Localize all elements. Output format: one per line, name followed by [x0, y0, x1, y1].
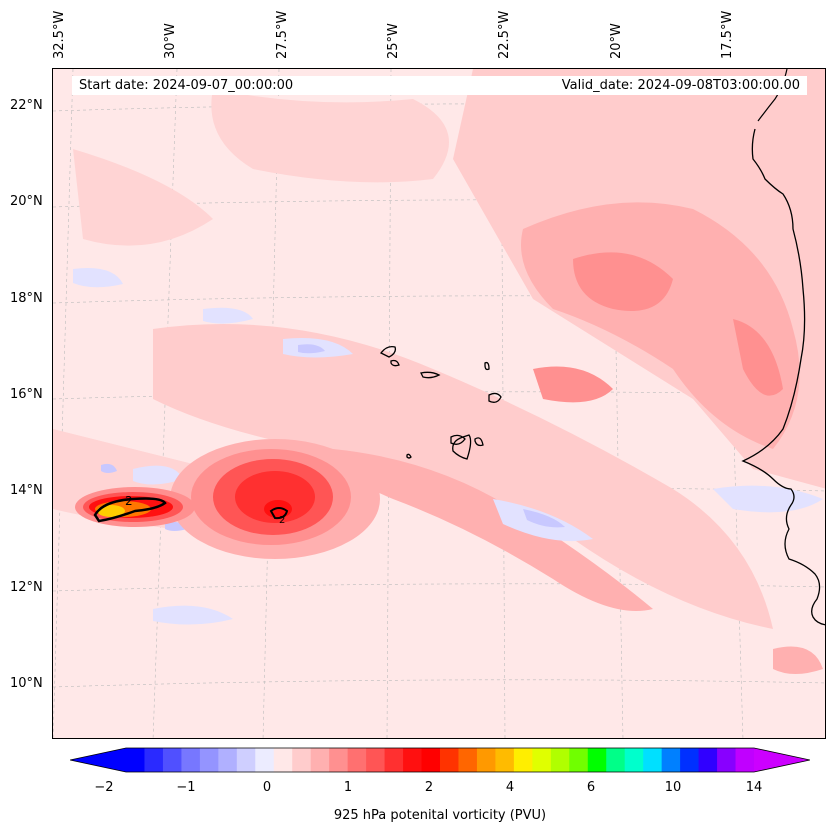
- colorbar-cell: [273, 748, 293, 772]
- info-box: [72, 76, 807, 95]
- colorbar-cell: [532, 748, 552, 772]
- valid-date: Valid_date: 2024-09-08T03:00:00.00: [561, 78, 800, 93]
- lat-label: 20°N: [10, 194, 43, 209]
- colorbar-cell: [366, 748, 386, 772]
- colorbar-cell: [236, 748, 256, 772]
- contour-label: 2: [279, 515, 285, 526]
- vortex-west: [75, 487, 195, 527]
- colorbar-cell: [440, 748, 459, 772]
- colorbar-cell: [218, 748, 238, 772]
- colorbar-cell: [680, 748, 700, 772]
- colorbar-cell: [717, 748, 737, 772]
- colorbar-tick: 4: [505, 780, 515, 795]
- colorbar-cell: [255, 748, 275, 772]
- colorbar-cell: [569, 748, 589, 772]
- lon-label: 27.5°W: [275, 10, 290, 59]
- lon-label: 25°W: [386, 23, 401, 59]
- colorbar-cell: [144, 748, 164, 772]
- pv-field: 2 2: [53, 69, 825, 738]
- colorbar-tick: −2: [94, 780, 114, 795]
- colorbar-cell: [384, 748, 404, 772]
- colorbar-cell: [587, 748, 607, 772]
- colorbar-cell: [495, 748, 515, 772]
- lon-label: 22.5°W: [497, 10, 512, 59]
- vortex-east: [170, 439, 380, 559]
- map-panel: 2 2: [52, 68, 826, 739]
- colorbar-tick: 10: [664, 780, 682, 795]
- lon-label: 32.5°W: [52, 10, 67, 59]
- colorbar-cell: [403, 748, 423, 772]
- colorbar-cell: [310, 748, 330, 772]
- colorbar-tick: 2: [424, 780, 434, 795]
- colorbar-cell: [661, 748, 681, 772]
- colorbar-cell: [698, 748, 718, 772]
- lat-label: 22°N: [10, 98, 43, 113]
- colorbar-cell: [126, 748, 145, 772]
- colorbar-cell: [292, 748, 312, 772]
- cape-verde-islands: [380, 345, 502, 460]
- coastline: [741, 128, 825, 626]
- colorbar-cell: [550, 748, 570, 772]
- lon-label: 30°W: [163, 23, 178, 59]
- colorbar-cell: [513, 748, 533, 772]
- colorbar-over-arrow: [754, 748, 810, 772]
- colorbar-tick: 1: [343, 780, 353, 795]
- start-date: Start date: 2024-09-07_00:00:00: [79, 78, 294, 93]
- colorbar-cell: [162, 748, 182, 772]
- colorbar-cell: [458, 748, 478, 772]
- pv-moderate: [333, 202, 823, 674]
- colorbar-cell: [735, 748, 755, 772]
- colorbar-cell: [199, 748, 219, 772]
- lat-label: 14°N: [10, 483, 43, 498]
- contour-label: 2: [125, 494, 133, 508]
- colorbar-cell: [347, 748, 367, 772]
- colorbar-cell: [421, 748, 441, 772]
- colorbar-cell: [181, 748, 201, 772]
- colorbar: [70, 747, 810, 773]
- colorbar-tick: 0: [262, 780, 272, 795]
- colorbar-cell: [643, 748, 663, 772]
- colorbar-cell: [476, 748, 496, 772]
- colorbar-tick: 6: [586, 780, 596, 795]
- lon-label: 20°W: [609, 23, 624, 59]
- colorbar-tick: 14: [745, 780, 763, 795]
- lat-label: 12°N: [10, 580, 43, 595]
- colorbar-cell: [329, 748, 349, 772]
- colorbar-under-arrow: [70, 748, 126, 772]
- lat-label: 16°N: [10, 387, 43, 402]
- lat-label: 18°N: [10, 291, 43, 306]
- lon-label: 17.5°W: [720, 10, 735, 59]
- colorbar-cell: [624, 748, 644, 772]
- colorbar-label: 925 hPa potenital vorticity (PVU): [333, 808, 547, 823]
- colorbar-tick: −1: [176, 780, 196, 795]
- lat-label: 10°N: [10, 676, 43, 691]
- colorbar-cell: [606, 748, 626, 772]
